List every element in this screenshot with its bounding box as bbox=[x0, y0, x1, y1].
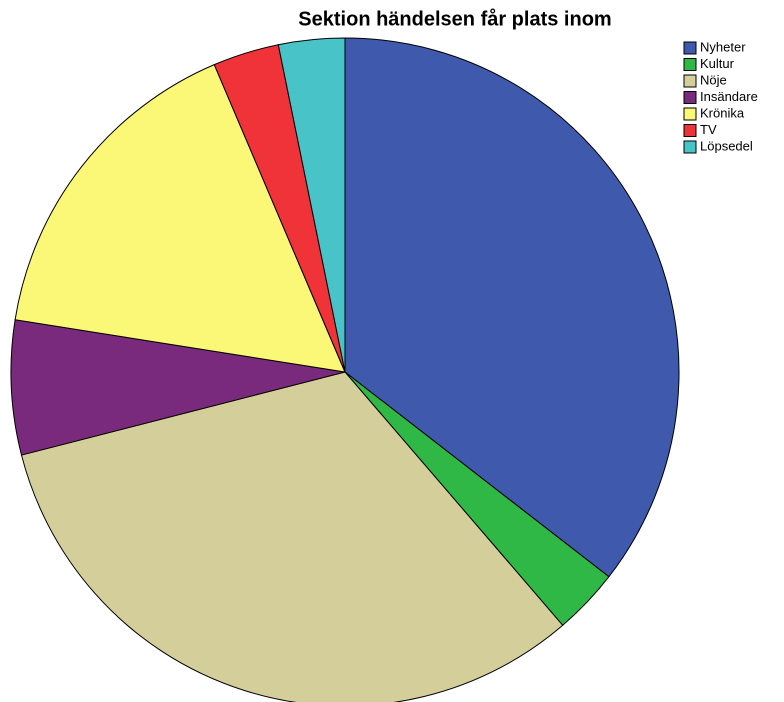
legend-label: Insändare bbox=[700, 89, 758, 104]
legend-label: Löpsedel bbox=[700, 138, 753, 153]
pie bbox=[10, 37, 680, 702]
legend-swatch bbox=[683, 140, 697, 154]
legend-label: TV bbox=[700, 122, 717, 137]
legend-swatch bbox=[683, 107, 697, 121]
pie-slice bbox=[20, 371, 564, 702]
legend-label: Kultur bbox=[700, 56, 735, 71]
legend-label: Nyheter bbox=[700, 39, 746, 54]
legend-swatch bbox=[683, 91, 697, 104]
legend-swatch bbox=[683, 58, 697, 71]
pie-slice bbox=[277, 37, 346, 373]
chart-title: Sektion händelsen får plats inom bbox=[298, 7, 611, 30]
pie-slice bbox=[14, 63, 346, 373]
pie-slice bbox=[344, 37, 680, 578]
legend-swatch bbox=[683, 124, 697, 137]
legend-label: Nöje bbox=[700, 72, 727, 87]
legend-swatch bbox=[683, 41, 697, 55]
pie-slice bbox=[10, 319, 346, 456]
legend-label: Krönika bbox=[700, 105, 745, 120]
legend-swatch bbox=[683, 74, 697, 88]
